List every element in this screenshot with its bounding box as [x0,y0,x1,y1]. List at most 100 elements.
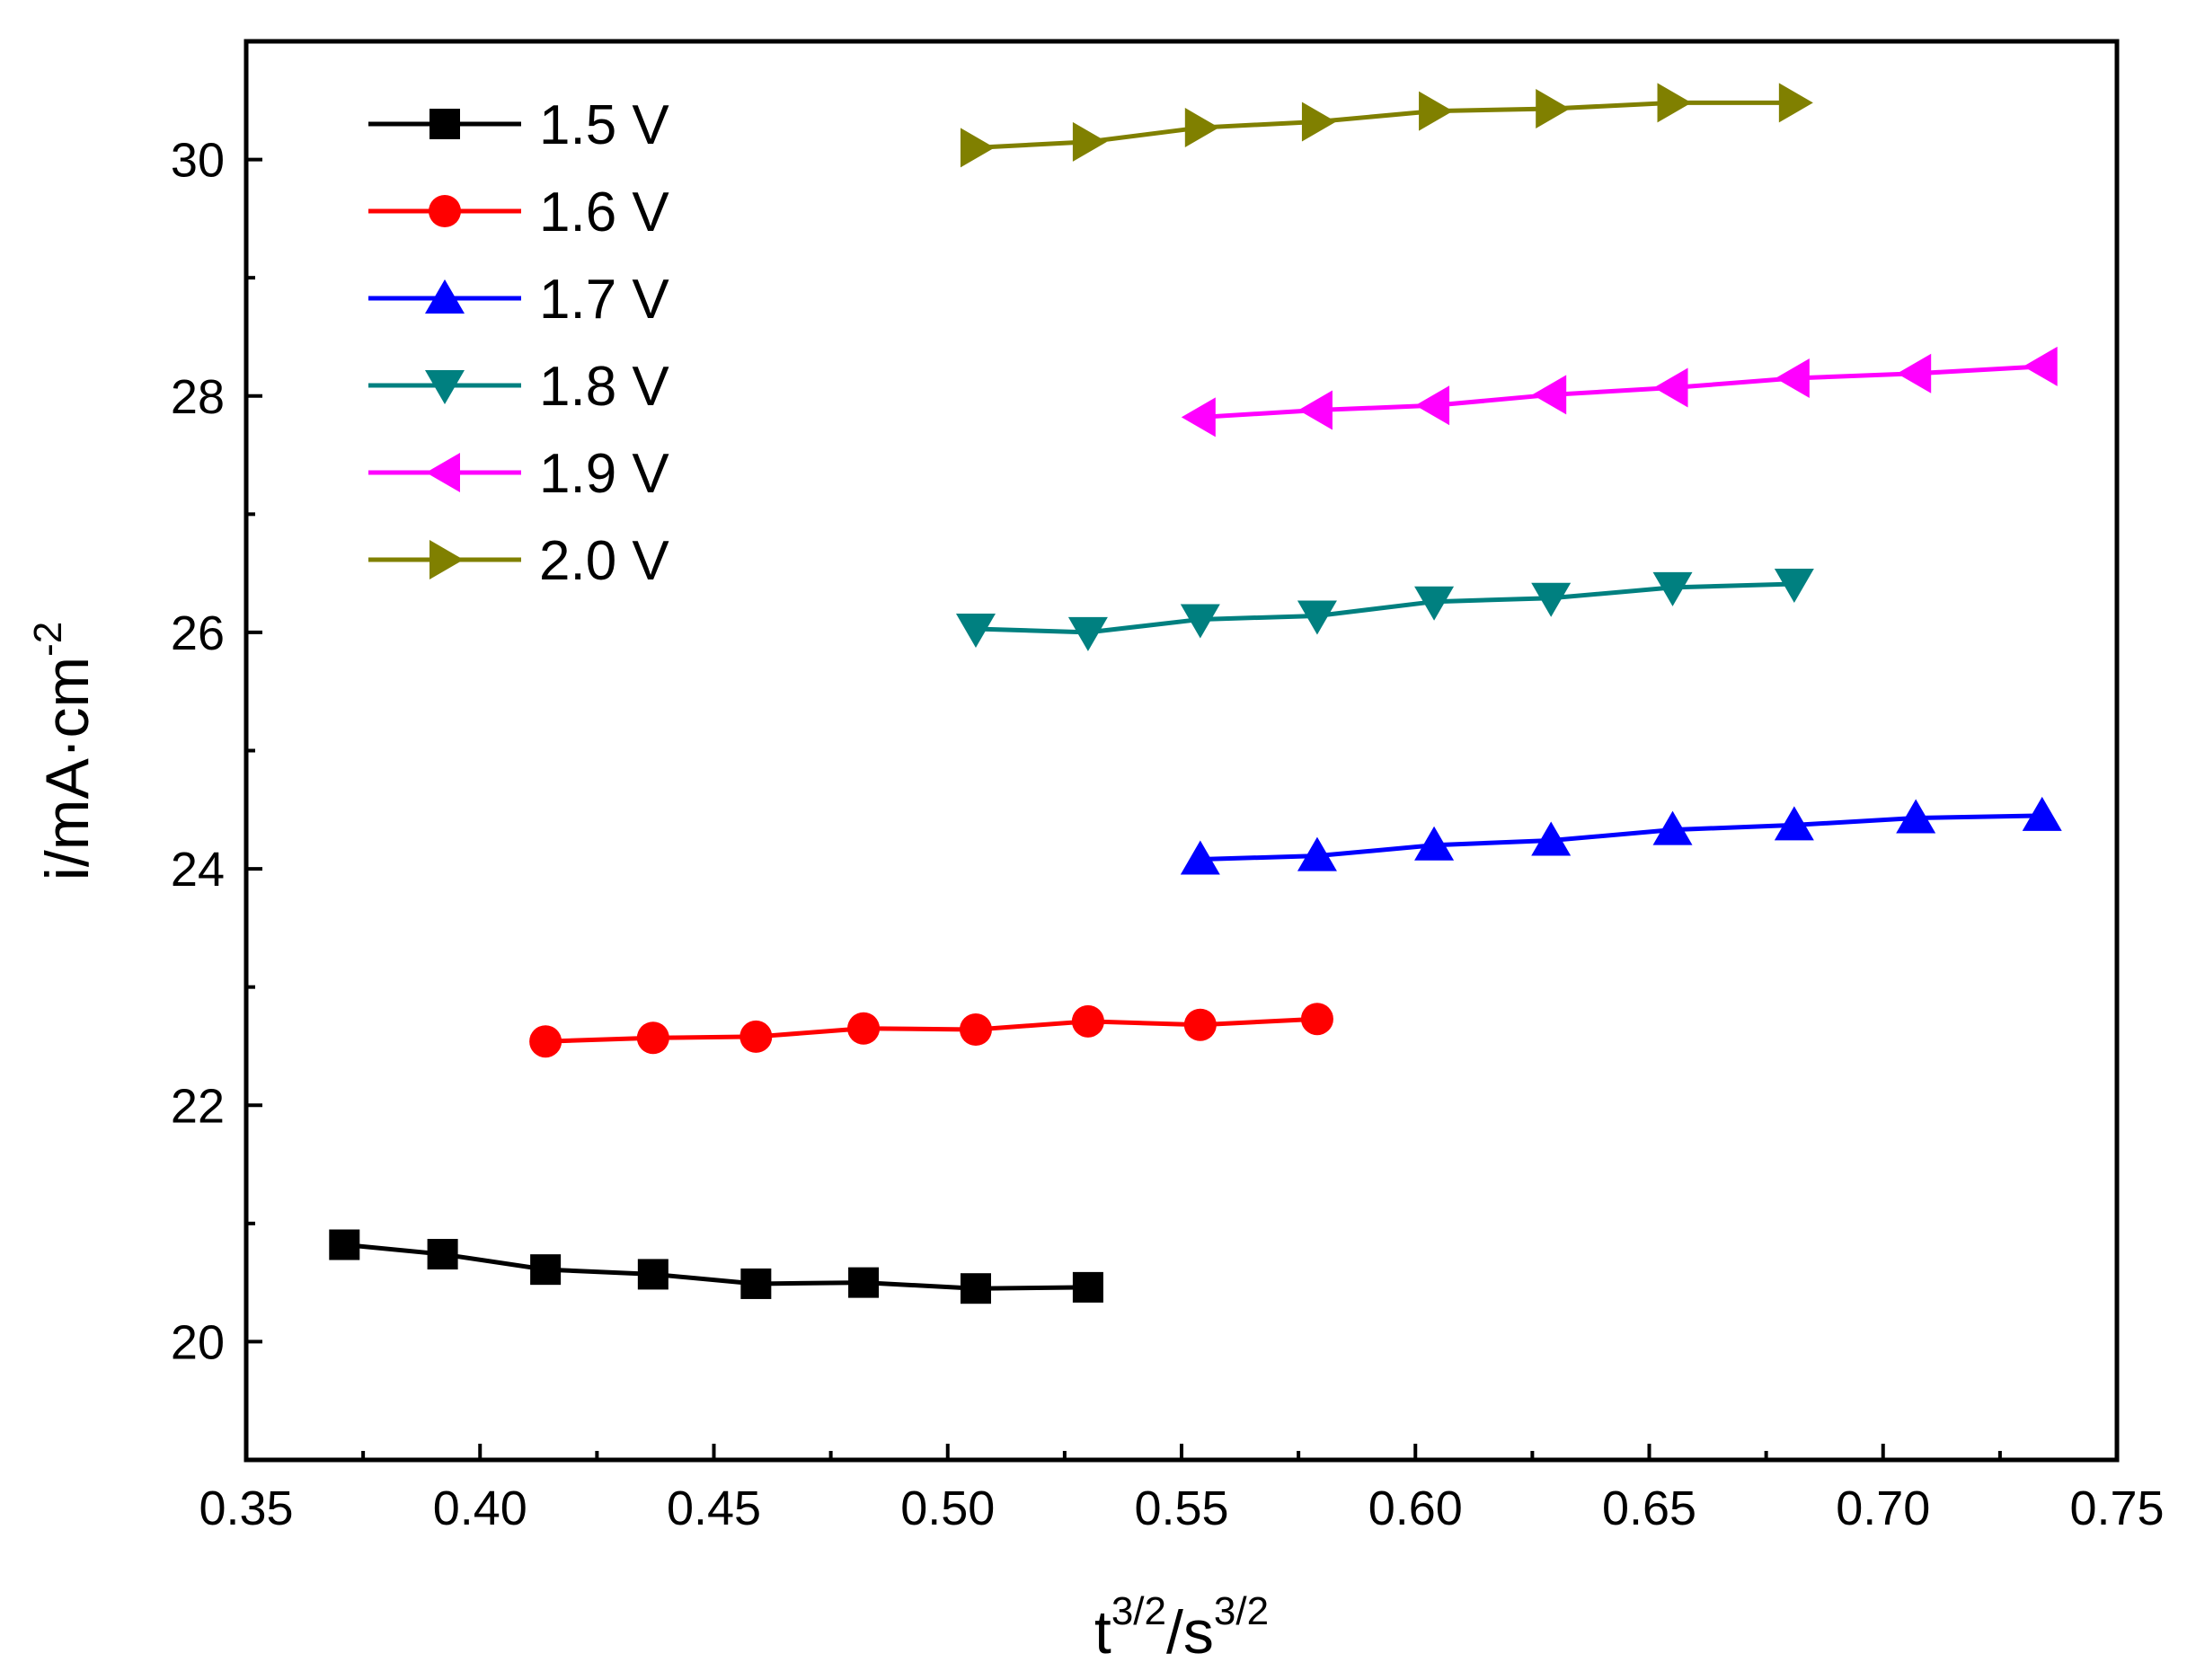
x-tick-label: 0.60 [1368,1481,1463,1535]
legend-label: 2.0 V [539,530,669,592]
y-tick-label: 22 [171,1079,225,1133]
data-point-1_5-V [848,1267,880,1298]
legend-marker [426,453,460,492]
series-line-2_0-V [975,100,1794,150]
x-tick-label: 0.65 [1602,1481,1696,1535]
x-tick-label: 0.40 [433,1481,527,1535]
data-point-1_9-V [1897,353,1932,393]
legend-item-1_7-V: 1.7 V [368,269,669,331]
data-point-2_0-V [1778,83,1813,123]
data-point-1_9-V [1775,358,1810,399]
data-point-2_0-V [1072,121,1107,162]
series-1_8-V [955,568,1814,651]
x-tick-label: 0.50 [900,1481,995,1535]
legend-item-1_5-V: 1.5 V [368,94,669,156]
data-point-2_0-V [1536,89,1571,129]
data-point-1_5-V [530,1254,562,1286]
data-point-1_6-V [636,1021,669,1055]
data-point-1_7-V [1774,806,1814,841]
series-layer [329,83,2062,1304]
data-point-1_5-V [637,1259,669,1290]
x-tick-label: 0.45 [667,1481,761,1535]
data-point-1_9-V [1297,390,1333,430]
data-point-2_0-V [1301,102,1336,142]
y-axis-title-sup: -2 [26,622,70,657]
y-axis-title-base: i/mA·cm [33,657,102,880]
series-line-1_8-V [975,581,1794,635]
data-point-2_0-V [1657,83,1692,123]
data-point-1_7-V [1414,826,1455,861]
series-line-1_6-V [545,1016,1318,1044]
data-point-1_9-V [2023,346,2058,386]
data-point-1_7-V [2022,796,2062,831]
data-point-1_7-V [1180,840,1220,875]
data-point-1_9-V [1181,397,1216,438]
series-2_0-V [960,83,1813,168]
x-axis-title-base: t [1094,1598,1111,1667]
series-1_5-V [329,1229,1103,1304]
data-point-1_6-V [1183,1008,1217,1041]
data-point-1_9-V [1415,385,1450,426]
data-point-1_7-V [1297,836,1337,871]
data-point-1_6-V [739,1020,773,1053]
data-point-1_8-V [1414,586,1455,621]
x-axis-title-mid: /s [1166,1598,1214,1667]
x-tick-label: 0.75 [2069,1481,2164,1535]
legend-marker [429,540,464,579]
data-point-1_8-V [1774,568,1814,603]
data-point-1_8-V [1067,616,1108,651]
data-point-1_6-V [1300,1003,1333,1036]
series-1_9-V [1181,346,2058,438]
legend-label: 1.7 V [539,269,669,331]
data-point-1_8-V [1297,600,1337,635]
data-point-1_5-V [960,1273,991,1304]
data-point-1_8-V [1652,571,1693,606]
data-point-1_9-V [1532,375,1567,415]
x-tick-label: 0.70 [1836,1481,1930,1535]
data-point-1_5-V [329,1229,360,1260]
x-tick-label: 0.55 [1134,1481,1228,1535]
legend: 1.5 V 1.6 V 1.7 V 1.8 V 1.9 V 2.0 V [368,94,669,592]
data-point-2_0-V [960,128,995,168]
legend-label: 1.6 V [539,181,669,243]
y-axis-ticks: 20 22 24 26 28 30 [171,40,262,1462]
y-tick-label: 20 [171,1315,225,1369]
series-line-1_5-V [344,1242,1088,1291]
data-point-1_5-V [427,1239,458,1270]
legend-marker [425,279,465,314]
legend-marker [425,370,465,404]
x-tick-label: 0.35 [199,1481,293,1535]
legend-item-1_9-V: 1.9 V [368,443,669,505]
data-point-1_7-V [1896,799,1936,834]
data-point-1_8-V [955,613,996,648]
data-point-1_7-V [1531,821,1572,856]
series-1_7-V [1180,796,2062,875]
data-point-1_9-V [1653,367,1688,408]
y-tick-label: 26 [171,606,225,660]
data-point-1_5-V [740,1268,772,1299]
legend-marker [429,195,461,227]
y-tick-label: 30 [171,134,225,188]
data-point-1_5-V [1072,1271,1103,1303]
legend-item-1_8-V: 1.8 V [368,356,669,418]
series-line-1_7-V [1200,813,2042,862]
series-1_6-V [529,1003,1333,1058]
legend-item-2_0-V: 2.0 V [368,530,669,592]
legend-label: 1.5 V [539,94,669,156]
data-point-1_6-V [529,1025,562,1058]
series-line-1_9-V [1200,364,2042,420]
x-axis-title-sup2: 3/2 [1214,1589,1269,1633]
y-tick-label: 28 [171,370,225,424]
data-point-1_6-V [959,1013,992,1047]
x-axis-title-sup1: 3/2 [1111,1589,1166,1633]
legend-label: 1.8 V [539,356,669,418]
legend-label: 1.9 V [539,443,669,505]
y-tick-label: 24 [171,843,225,897]
data-point-1_8-V [1180,604,1220,639]
y-axis-title: i/mA·cm-2 [26,622,102,880]
data-point-2_0-V [1184,108,1219,148]
data-point-2_0-V [1419,91,1454,131]
x-axis-title: t3/2/s3/2 [1094,1589,1269,1667]
